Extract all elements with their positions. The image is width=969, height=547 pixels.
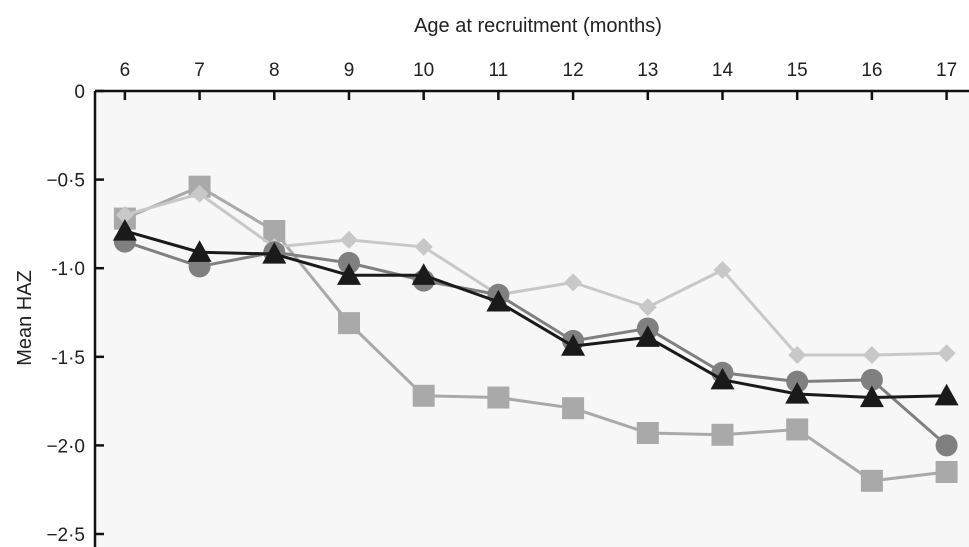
series-layer <box>112 175 959 492</box>
data-point-square <box>935 460 958 483</box>
data-point-triangle <box>859 385 884 408</box>
y-tick-label: -1·5 <box>51 348 85 369</box>
y-tick-label: −0·5 <box>46 171 85 192</box>
data-point-triangle <box>486 289 511 312</box>
x-tick-label: 17 <box>936 60 957 81</box>
y-tick-label: −2·5 <box>46 525 85 546</box>
data-point-circle <box>786 370 809 393</box>
data-point-triangle <box>411 263 436 285</box>
data-point-diamond <box>190 184 209 203</box>
data-point-square <box>562 397 585 420</box>
data-point-diamond <box>713 260 732 279</box>
data-point-triangle <box>187 240 212 262</box>
plot-area <box>95 91 969 547</box>
x-tick-label: 13 <box>637 60 658 81</box>
x-tick-label: 11 <box>489 60 509 81</box>
data-point-diamond <box>414 237 433 256</box>
data-point-square <box>412 384 435 407</box>
data-point-diamond <box>788 346 807 365</box>
series-triangle <box>112 218 959 408</box>
series-line-triangle <box>124 229 947 400</box>
x-tick-label: 7 <box>194 60 205 81</box>
data-point-triangle <box>710 367 735 390</box>
y-tick-label: 0 <box>74 82 85 103</box>
x-tick-label: 10 <box>413 60 434 81</box>
data-point-circle <box>860 368 883 391</box>
series-line-square <box>124 185 947 483</box>
data-point-diamond <box>564 273 583 292</box>
axes-layer: 6 7 8 9 10 11 12 13 14 15 16 17 0 −0·5 -1·0 -1·5 −2·0 −2·… <box>46 60 969 547</box>
series-line-diamond <box>124 192 947 357</box>
data-point-square <box>636 421 659 444</box>
y-axis-title: Mean HAZ <box>14 270 36 366</box>
data-point-triangle <box>785 382 810 404</box>
data-point-square <box>860 469 883 492</box>
x-axis-title: Age at recruitment (months) <box>414 15 662 37</box>
y-tick-label: −2·0 <box>46 436 85 457</box>
data-point-square <box>487 386 510 409</box>
data-point-circle <box>935 434 958 457</box>
data-point-square <box>711 423 734 446</box>
y-tick-label: -1·0 <box>51 259 85 280</box>
data-point-triangle <box>934 383 959 406</box>
x-tick-label: 14 <box>712 60 734 81</box>
data-point-triangle <box>561 334 586 356</box>
x-tick-label: 6 <box>120 60 131 81</box>
x-tick-label: 8 <box>269 60 280 81</box>
data-point-diamond <box>115 206 134 225</box>
data-point-square <box>786 418 809 441</box>
data-point-triangle <box>336 263 361 285</box>
data-point-triangle <box>262 242 287 264</box>
data-point-diamond <box>937 344 956 363</box>
x-tick-label: 16 <box>861 60 882 81</box>
series-square <box>113 175 958 492</box>
data-point-square <box>263 219 286 242</box>
data-point-diamond <box>862 346 881 365</box>
data-point-circle <box>337 251 360 274</box>
x-tick-label: 12 <box>563 60 584 81</box>
data-point-triangle <box>112 218 137 241</box>
data-point-triangle <box>635 325 660 347</box>
x-tick-label: 15 <box>787 60 808 81</box>
data-point-square <box>337 312 360 335</box>
data-point-diamond <box>638 298 657 317</box>
x-tick-label: 9 <box>344 60 355 81</box>
data-point-diamond <box>339 230 358 249</box>
